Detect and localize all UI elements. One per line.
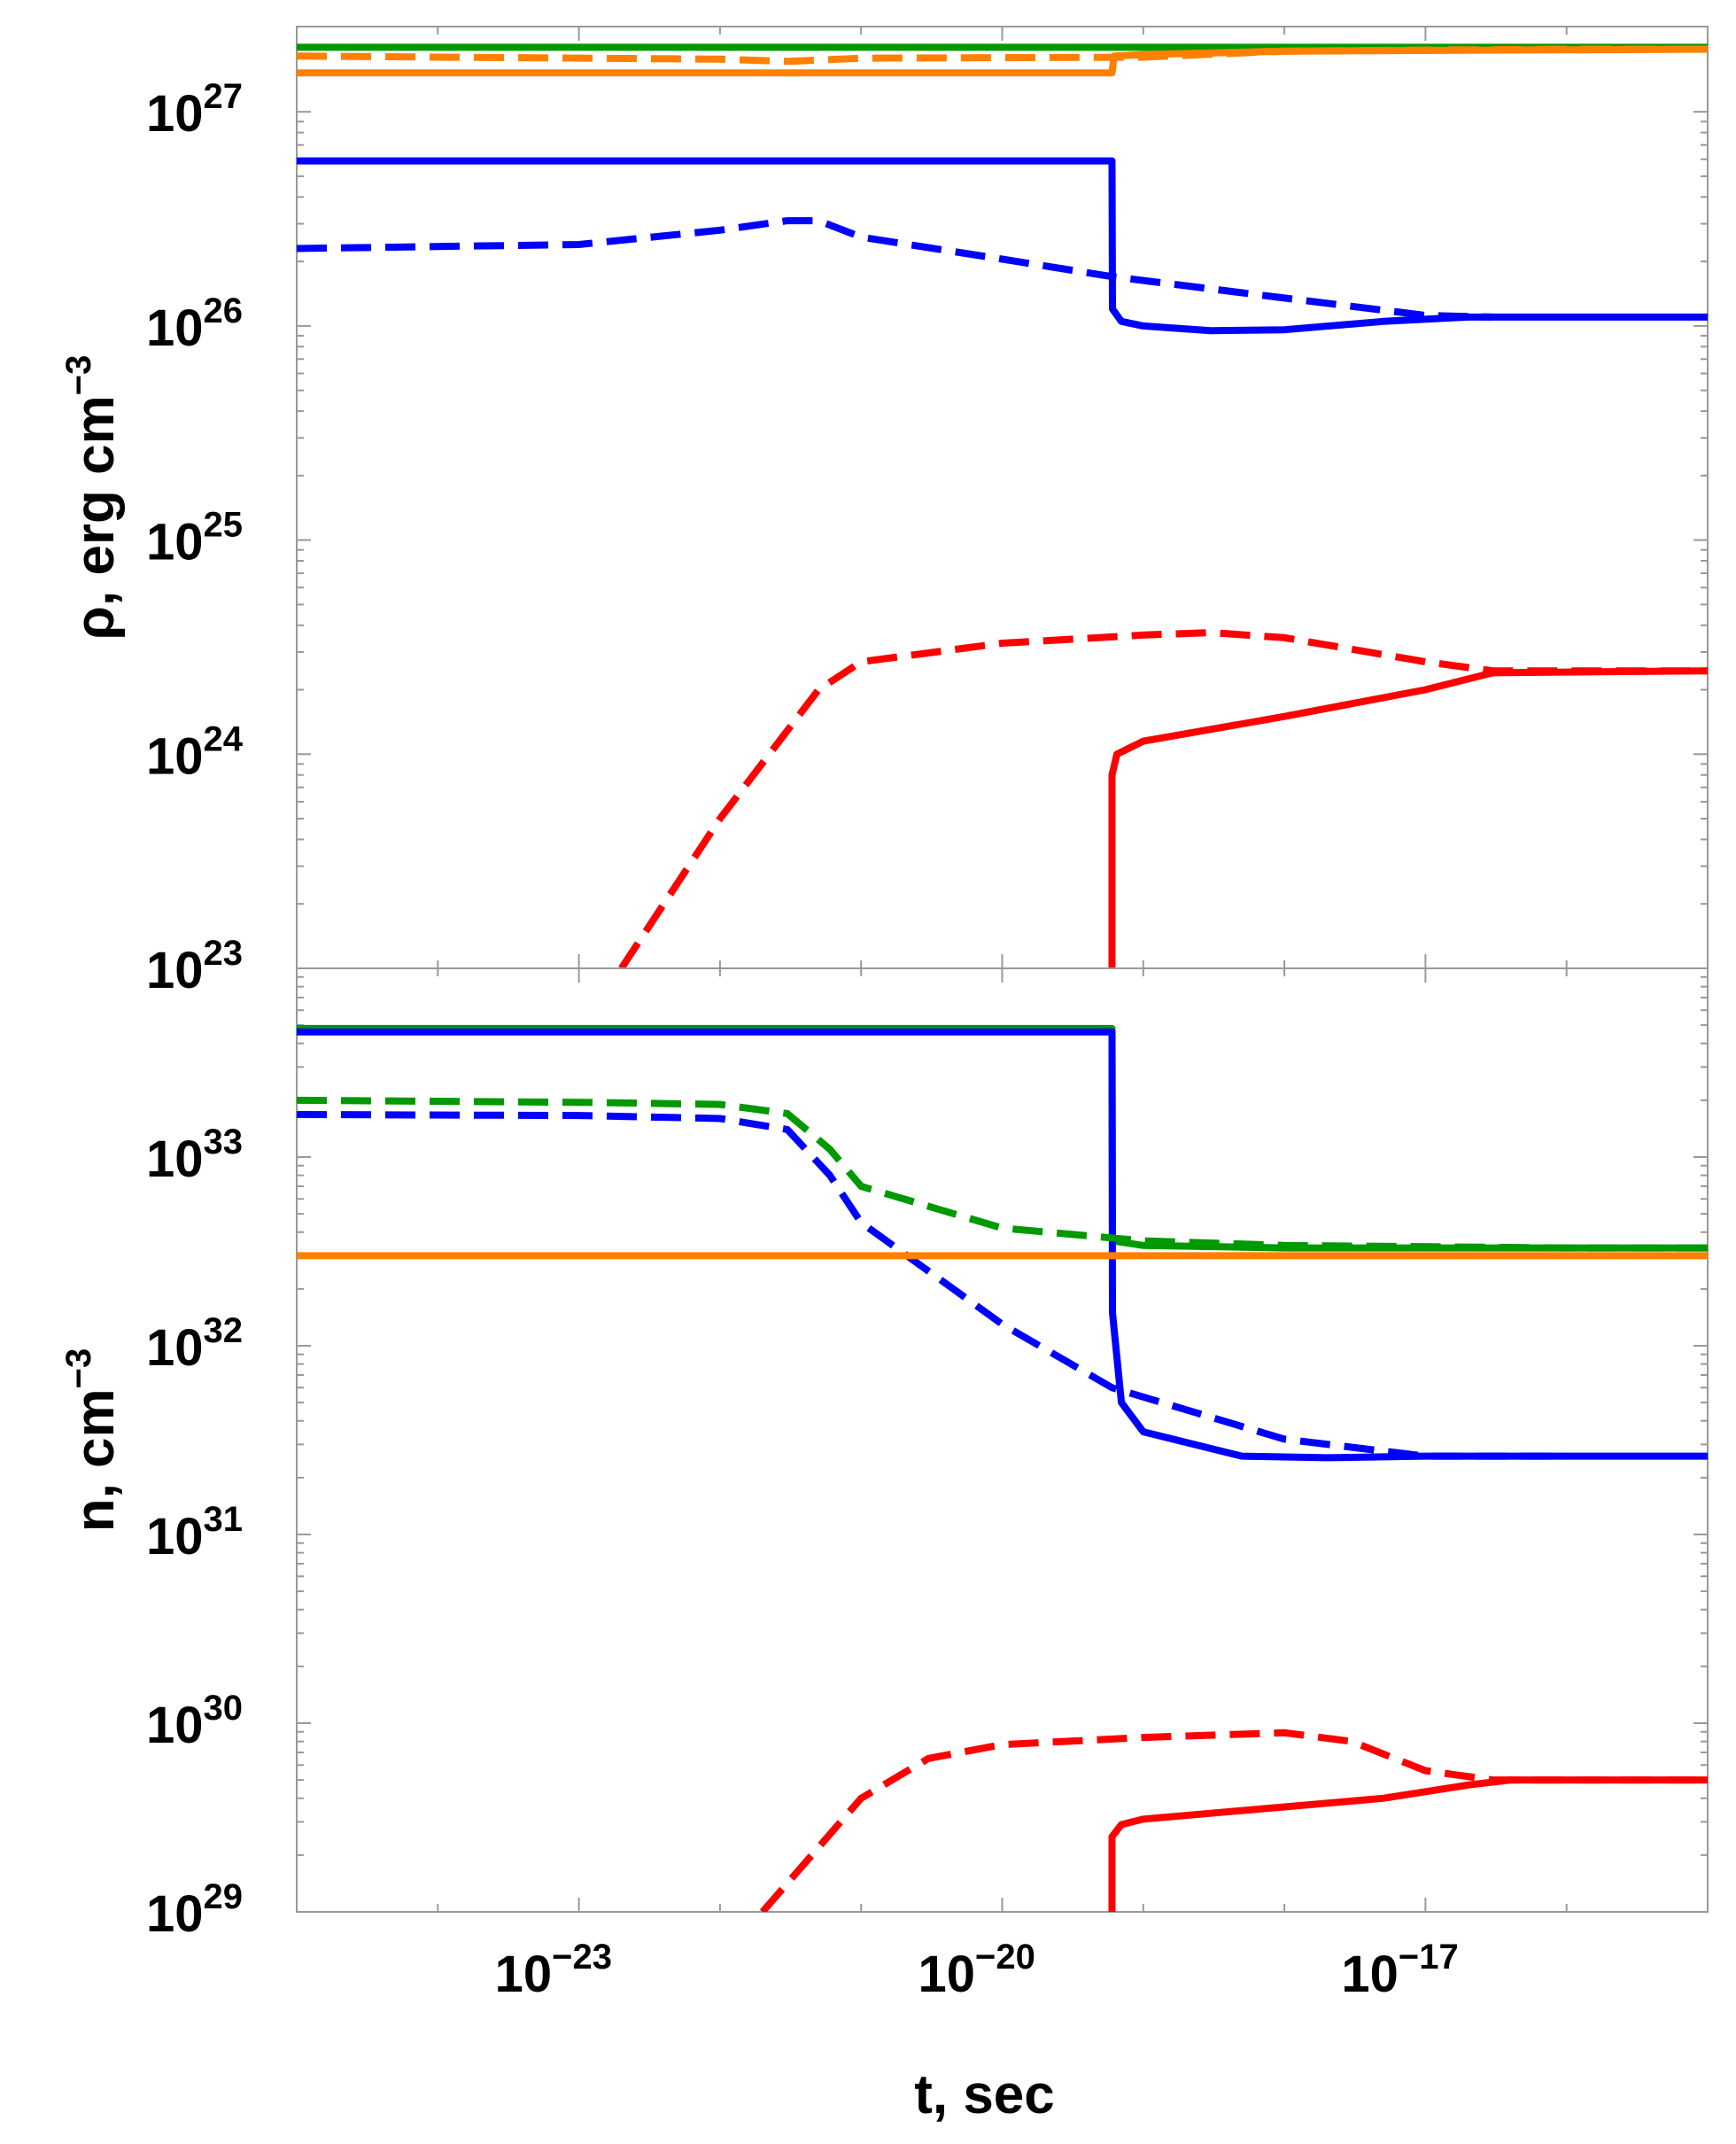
series-green-dashed bbox=[297, 1096, 1708, 1252]
y-axis-label: ρ, erg cm−3 bbox=[59, 355, 126, 641]
x-tick-label: 10−17 bbox=[1341, 1938, 1458, 2003]
y-tick-label: 1033 bbox=[146, 1122, 243, 1188]
series-group bbox=[297, 1024, 1708, 1912]
y-tick-label: 1024 bbox=[146, 719, 244, 785]
series-red-solid bbox=[1108, 667, 1708, 968]
y-tick-label: 1029 bbox=[146, 1877, 243, 1943]
series-green-solid bbox=[297, 1024, 1708, 1252]
series-blue-dashed bbox=[297, 217, 1493, 321]
y-tick-label: 1032 bbox=[146, 1311, 243, 1377]
y-axis-label: n, cm−3 bbox=[59, 1348, 126, 1533]
series-blue-solid bbox=[297, 1028, 1708, 1462]
series-blue-dashed bbox=[297, 1111, 1567, 1460]
y-tick-label: 1030 bbox=[146, 1689, 243, 1754]
x-tick-label: 10−23 bbox=[495, 1938, 612, 2003]
bottom-panel-number-density: 1029 1030 1031 1032 1033 10−23 10−20 10−17 n, cm… bbox=[59, 967, 1709, 2125]
top-panel-density: 1023 1024 1025 1026 1027 ρ, erg cm−3 bbox=[59, 26, 1709, 999]
y-tick-label: 1025 bbox=[146, 506, 243, 571]
x-axis-label: t, sec bbox=[914, 2064, 1055, 2125]
series-blue-solid bbox=[297, 157, 1708, 335]
series-red-solid bbox=[1108, 1776, 1708, 1912]
y-tick-label: 1026 bbox=[146, 291, 243, 357]
x-tick-label: 10−20 bbox=[918, 1938, 1035, 2003]
series-orange-solid bbox=[297, 45, 1708, 77]
series-red-dashed bbox=[618, 629, 1708, 968]
y-tick-label: 1023 bbox=[146, 934, 243, 999]
series-red-dashed bbox=[759, 1728, 1708, 1912]
y-tick-label: 1027 bbox=[146, 77, 243, 143]
y-tick-label: 1031 bbox=[146, 1500, 243, 1565]
plot-frame bbox=[296, 26, 1709, 969]
plot-frame bbox=[296, 967, 1709, 1913]
series-group bbox=[297, 43, 1708, 968]
